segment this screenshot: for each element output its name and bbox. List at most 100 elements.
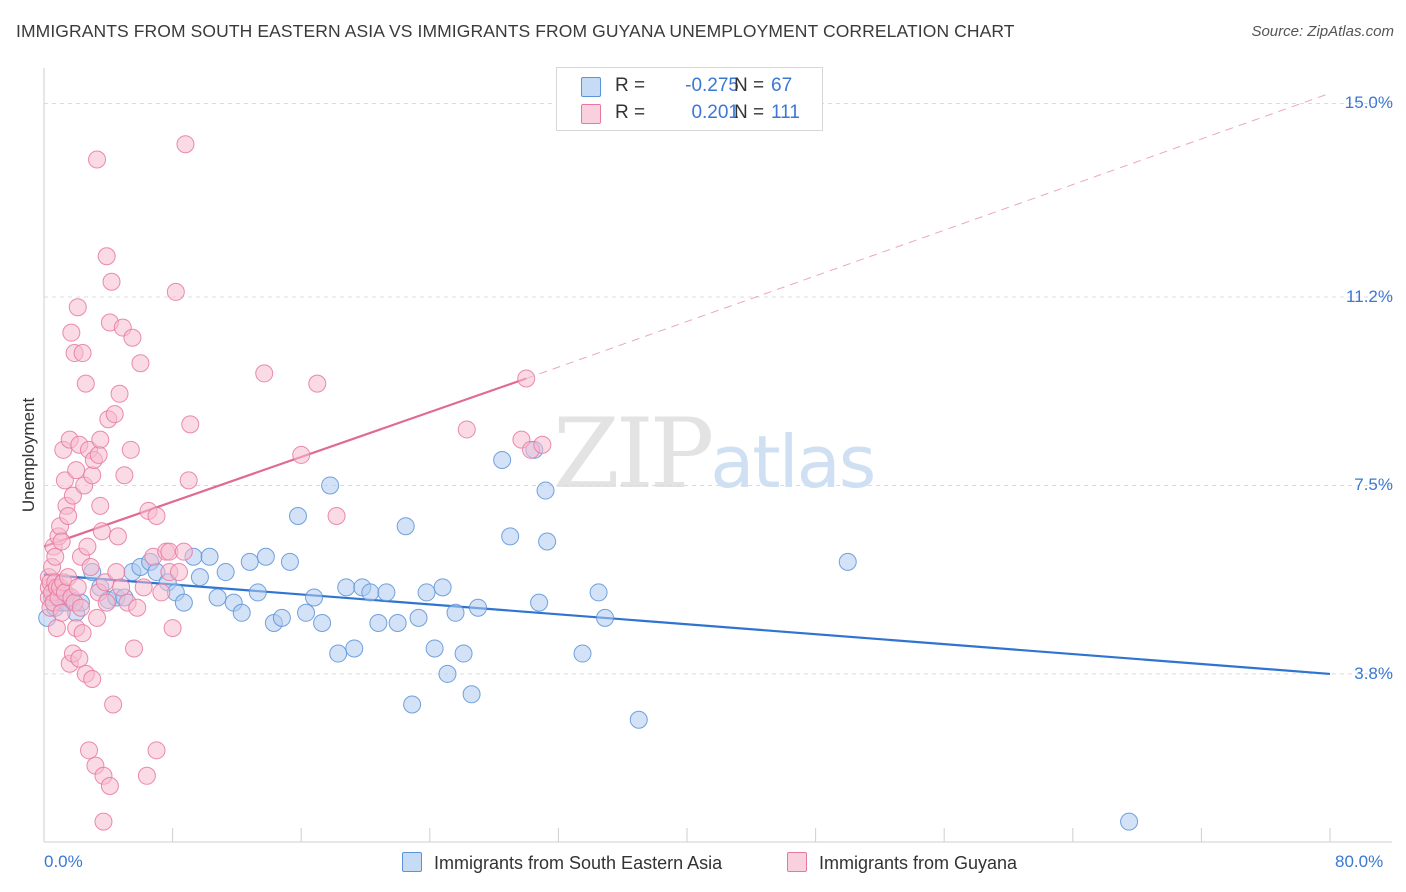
point-guyana [68, 298, 87, 317]
point-guyana [68, 578, 87, 597]
point-guyana [174, 542, 193, 561]
point-seasia [596, 608, 615, 627]
point-seasia [1120, 812, 1139, 831]
point-guyana [115, 466, 134, 485]
source-credit: Source: ZipAtlas.com [1251, 23, 1394, 40]
point-guyana [327, 507, 346, 526]
point-guyana [104, 695, 123, 714]
point-guyana [533, 435, 552, 454]
point-guyana [76, 374, 95, 393]
point-guyana [88, 608, 107, 627]
point-seasia [321, 476, 340, 495]
point-seasia [337, 578, 356, 597]
legend-n-value: 67 [771, 75, 793, 96]
point-seasia [417, 583, 436, 602]
point-seasia [329, 644, 348, 663]
legend-r-value: -0.275 [685, 75, 739, 96]
bottom-legend-guyana: Immigrants from Guyana [787, 852, 1017, 874]
point-guyana [81, 557, 100, 576]
point-guyana [176, 135, 195, 154]
point-guyana [71, 598, 90, 617]
point-guyana [59, 507, 78, 526]
point-guyana [78, 537, 97, 556]
point-guyana [52, 532, 71, 551]
point-seasia [573, 644, 592, 663]
point-seasia [838, 552, 857, 571]
point-guyana [73, 344, 92, 363]
point-guyana [62, 323, 81, 342]
point-guyana [83, 670, 102, 689]
legend-n-value: 111 [771, 102, 800, 123]
point-guyana [73, 624, 92, 643]
point-guyana [166, 282, 185, 301]
point-guyana [112, 578, 131, 597]
point-guyana [92, 522, 111, 541]
point-seasia [288, 507, 307, 526]
chart-title: IMMIGRANTS FROM SOUTH EASTERN ASIA VS IM… [16, 21, 1015, 41]
point-seasia [369, 613, 388, 632]
point-guyana [179, 471, 198, 490]
bottom-legend-seasia: Immigrants from South Eastern Asia [402, 852, 722, 874]
point-guyana [308, 374, 327, 393]
point-seasia [313, 613, 332, 632]
point-seasia [174, 593, 193, 612]
bottom-legend-label-guyana: Immigrants from Guyana [819, 853, 1018, 873]
point-seasia [589, 583, 608, 602]
point-seasia [462, 685, 481, 704]
x-tick-label-max: 80.0% [1335, 852, 1384, 871]
point-guyana [517, 369, 536, 388]
point-seasia [377, 583, 396, 602]
point-guyana [97, 247, 116, 266]
point-seasia [256, 547, 275, 566]
point-guyana [152, 583, 171, 602]
point-guyana [147, 507, 166, 526]
point-guyana [46, 547, 65, 566]
point-seasia [469, 598, 488, 617]
point-seasia [272, 608, 291, 627]
point-guyana [137, 766, 156, 785]
legend-r-label: R = [615, 102, 646, 123]
point-seasia [501, 527, 520, 546]
point-seasia [446, 603, 465, 622]
point-guyana [89, 445, 108, 464]
point-guyana [134, 578, 153, 597]
point-seasia [232, 603, 251, 622]
legend-swatch-guyana [581, 104, 601, 124]
watermark-zip: ZIP [553, 398, 714, 510]
point-guyana [100, 776, 119, 795]
point-guyana [255, 364, 274, 383]
point-guyana [88, 150, 107, 169]
point-seasia [297, 603, 316, 622]
point-guyana [91, 430, 110, 449]
legend-swatch-seasia [581, 77, 601, 97]
point-guyana [131, 354, 150, 373]
point-guyana [121, 440, 140, 459]
point-guyana [55, 471, 74, 490]
axes [43, 68, 1392, 843]
y-tick-label: 3.8% [1354, 663, 1393, 683]
point-seasia [248, 583, 267, 602]
point-guyana [91, 496, 110, 515]
point-seasia [361, 583, 380, 602]
y-tick-label: 7.5% [1354, 475, 1393, 495]
y-tick-label: 11.2% [1346, 287, 1393, 306]
point-guyana [123, 328, 142, 347]
point-seasia [403, 695, 422, 714]
point-seasia [240, 552, 259, 571]
point-guyana [83, 466, 102, 485]
x-tick-label-min: 0.0% [44, 852, 83, 871]
point-seasia [216, 563, 235, 582]
point-seasia [538, 532, 557, 551]
point-guyana [63, 486, 82, 505]
y-tick-label: 15.0% [1344, 93, 1393, 113]
point-guyana [181, 415, 200, 434]
point-seasia [190, 568, 209, 587]
trend-lines [43, 92, 1331, 676]
point-seasia [388, 613, 407, 632]
trend-line-seasia [43, 573, 1331, 676]
trend-line-guyana [43, 377, 527, 548]
point-guyana [128, 598, 147, 617]
point-seasia [454, 644, 473, 663]
point-seasia [280, 552, 299, 571]
point-seasia [433, 578, 452, 597]
